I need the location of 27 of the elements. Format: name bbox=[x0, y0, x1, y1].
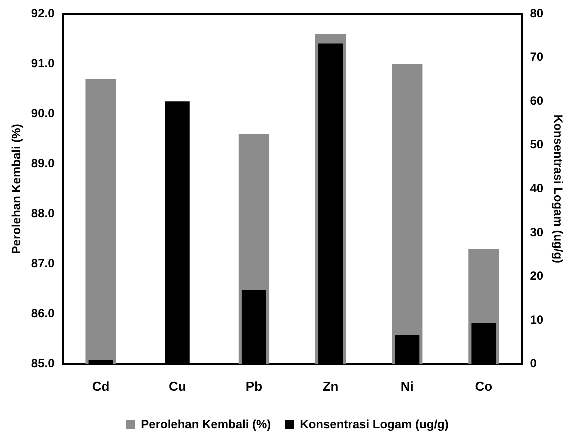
y2-tick-label: 80 bbox=[530, 6, 544, 20]
y2-tick-label: 60 bbox=[530, 94, 544, 108]
legend-label: Konsentrasi Logam (ug/g) bbox=[300, 417, 449, 432]
y2-tick-label: 20 bbox=[530, 269, 544, 284]
y-axis-title: Perolehan Kembali (%) bbox=[10, 124, 24, 254]
y2-tick-label: 30 bbox=[530, 225, 544, 240]
x-tick-label: Co bbox=[475, 378, 493, 394]
x-tick-label: Cd bbox=[92, 378, 110, 394]
y2-tick-label: 40 bbox=[530, 182, 544, 196]
legend-label: Perolehan Kembali (%) bbox=[141, 417, 272, 432]
x-tick-label: Zn bbox=[322, 378, 339, 394]
y2-tick-label: 10 bbox=[530, 312, 544, 327]
y-tick-label: 91.0 bbox=[31, 56, 56, 70]
x-tick-label: Ni bbox=[400, 378, 414, 394]
y2-tick-label: 0 bbox=[530, 356, 538, 371]
y2-tick-label: 70 bbox=[530, 50, 544, 64]
y2-axis-title: Konsentrasi Logam (ug/g) bbox=[551, 114, 566, 264]
y-tick-label: 86.0 bbox=[31, 306, 56, 321]
y-tick-label: 85.0 bbox=[31, 356, 56, 371]
y-tick-label: 87.0 bbox=[31, 256, 56, 271]
x-tick-label: Pb bbox=[246, 378, 263, 394]
x-tick-label: Cu bbox=[168, 378, 186, 394]
y-tick-label: 89.0 bbox=[31, 156, 56, 170]
y-tick-label: 90.0 bbox=[31, 106, 56, 120]
y2-tick-label: 50 bbox=[530, 138, 544, 152]
y-tick-label: 88.0 bbox=[31, 206, 56, 221]
y-tick-label: 92.0 bbox=[31, 6, 56, 20]
